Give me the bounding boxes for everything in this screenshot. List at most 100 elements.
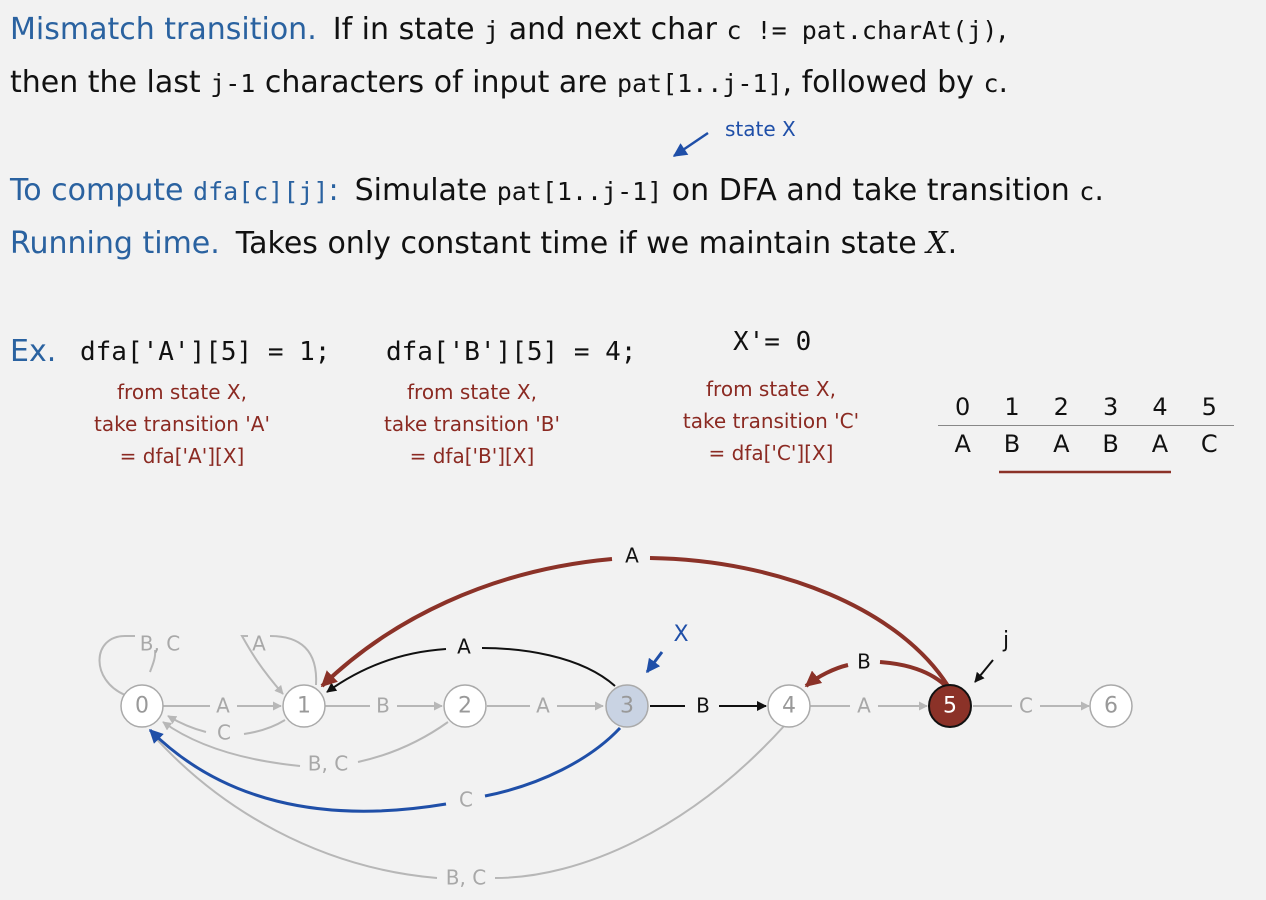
edge-3-1-line — [481, 647, 616, 687]
note-line: from state X, — [407, 380, 537, 404]
edge-1-0-line — [243, 719, 286, 735]
self-loop-1-arrow — [240, 635, 284, 695]
note-line: = dfa['B'][X] — [409, 444, 535, 468]
edge-2-0-arrow — [162, 721, 301, 767]
pattern-index: 2 — [1053, 393, 1069, 421]
edge-5-1-line — [649, 556, 950, 688]
text-segment: , — [997, 12, 1007, 47]
pattern-index: 3 — [1103, 393, 1119, 421]
code-dfa-a-5: dfa['A'][5] = 1; — [80, 337, 331, 367]
edge-label-4-5: A — [857, 694, 871, 718]
pattern-index-row: 0 1 2 3 4 5 — [938, 393, 1234, 426]
state-3-label: 3 — [620, 694, 634, 719]
text-segment: Simulate — [354, 173, 497, 208]
note-transition-a: from state X, take transition 'A' = dfa[… — [94, 376, 270, 472]
colon: : — [328, 173, 339, 208]
self-loop-0 — [98, 635, 135, 696]
text-segment: . — [998, 65, 1009, 100]
code-pat-range: pat[1..j-1] — [496, 177, 663, 206]
edge-label-1-0: C — [217, 721, 231, 745]
edge-label-self-0: B, C — [140, 632, 180, 656]
pattern-index: 1 — [1004, 393, 1020, 421]
edge-4-0-line — [494, 724, 786, 879]
text-segment: . — [947, 226, 958, 261]
state-0: 0 — [120, 684, 164, 728]
edge-label-2-0: B, C — [308, 752, 348, 776]
note-line: from state X, — [117, 380, 247, 404]
note-line: take transition 'B' — [384, 412, 560, 436]
code-j-minus-1: j-1 — [210, 69, 256, 98]
note-transition-c: from state X, take transition 'C' = dfa[… — [683, 373, 859, 469]
pattern-char: C — [1200, 430, 1218, 458]
x-arrow — [645, 651, 664, 674]
note-line: = dfa['C'][X] — [708, 441, 834, 465]
label-to-compute: To compute — [10, 173, 194, 208]
text-segment: on DFA and take transition — [662, 173, 1080, 208]
state-5-label: 5 — [943, 694, 957, 719]
edge-5-4-line — [879, 660, 950, 690]
pattern-char: B — [1102, 430, 1119, 458]
note-transition-b: from state X, take transition 'B' = dfa[… — [384, 376, 560, 472]
state-2: 2 — [443, 684, 487, 728]
edge-label-3-1: A — [457, 635, 471, 659]
note-line: = dfa['A'][X] — [119, 444, 245, 468]
state-6: 6 — [1089, 684, 1133, 728]
state-x-note: state X — [725, 117, 796, 141]
state-x-note-arrow — [672, 131, 709, 158]
text-segment: . — [1094, 173, 1104, 208]
edge-1-0-arrow — [167, 715, 207, 733]
self-loop-1 — [269, 635, 318, 686]
edge-3-1-arrow — [326, 648, 447, 693]
text-segment: and next char — [499, 12, 727, 47]
edge-label-3-4: B — [696, 694, 710, 718]
code-j: j — [484, 16, 500, 45]
math-x: X — [926, 226, 948, 261]
label-running-time: Running time. — [10, 226, 220, 261]
state-0-label: 0 — [135, 694, 149, 719]
code-c: c — [1079, 177, 1095, 206]
edge-label-1-2: B — [376, 694, 390, 718]
edge-5-1-arrow — [320, 557, 613, 688]
pattern-index: 0 — [955, 393, 971, 421]
pattern-char: B — [1003, 430, 1021, 458]
pattern-index: 5 — [1201, 393, 1217, 421]
edge-label-2-3: A — [536, 694, 550, 718]
note-line: take transition 'C' — [682, 409, 860, 433]
code-x-prime: X'= 0 — [733, 327, 812, 357]
line-running-time: Running time. Takes only constant time if… — [10, 226, 957, 261]
j-label: j — [1002, 628, 1009, 653]
state-3-x: 3 — [605, 684, 649, 728]
pattern-char-row: A B A B A C — [938, 426, 1234, 458]
note-line: take transition 'A' — [94, 412, 270, 436]
pattern-char: A — [1151, 430, 1169, 458]
edge-label-4-0: B, C — [446, 866, 486, 890]
code-pat-range: pat[1..j-1] — [616, 69, 783, 98]
text-segment: Takes only constant time if we maintain … — [235, 226, 927, 261]
state-4: 4 — [767, 684, 811, 728]
pattern-char: A — [954, 430, 971, 458]
state-6-label: 6 — [1104, 694, 1118, 719]
edge-label-5-4: B — [857, 650, 871, 674]
edge-label-5-6: C — [1019, 694, 1033, 718]
edge-5-4-arrow — [804, 663, 849, 688]
line-mismatch-transition: Mismatch transition. If in state j and ne… — [10, 12, 1007, 47]
pattern-table: 0 1 2 3 4 5 A B A B A C — [938, 393, 1234, 458]
text-segment: If in state — [332, 12, 485, 47]
note-line: from state X, — [706, 377, 836, 401]
code-condition: c != pat.charAt(j) — [726, 16, 998, 45]
line-to-compute: To compute dfa[c][j]: Simulate pat[1..j-1… — [10, 173, 1104, 208]
j-arrow — [974, 659, 994, 683]
label-ex: Ex. — [10, 334, 57, 369]
self-loop-0-tail — [149, 649, 157, 673]
state-4-label: 4 — [782, 694, 796, 719]
pattern-index: 4 — [1152, 393, 1168, 421]
line-last-chars: then the last j-1 characters of input ar… — [10, 65, 1008, 100]
edge-2-0-line — [357, 721, 449, 763]
pattern-char: A — [1053, 430, 1070, 458]
edge-label-3-0: C — [459, 788, 473, 812]
text-segment: , followed by — [782, 65, 984, 100]
edge-label-0-1: A — [216, 694, 230, 718]
state-1-label: 1 — [297, 694, 311, 719]
edge-3-0-line — [484, 726, 622, 798]
